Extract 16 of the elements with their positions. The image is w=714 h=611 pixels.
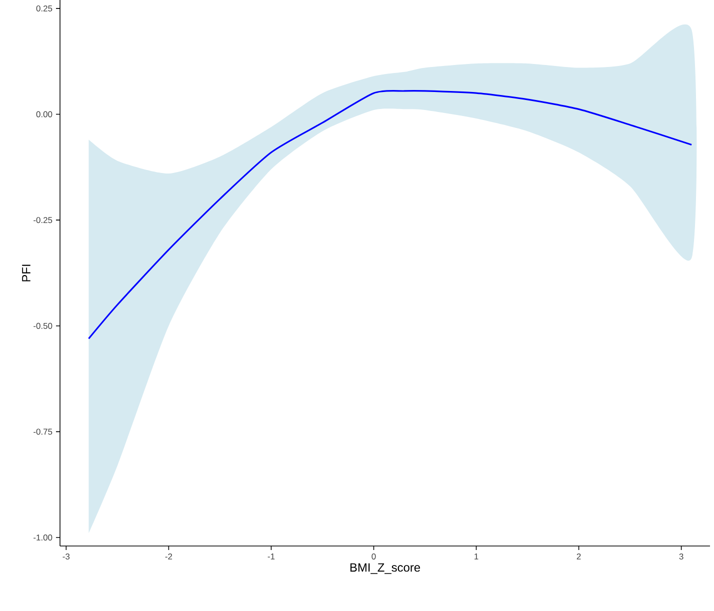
x-tick-label: 1: [474, 554, 478, 560]
y-tick-label: -1.00: [34, 534, 52, 541]
y-tick-label: -0.50: [34, 322, 52, 329]
x-tick-label: 2: [576, 554, 581, 560]
x-tick-label: 3: [679, 554, 684, 560]
x-tick-label: -3: [62, 554, 70, 560]
x-axis-title: BMI_Z_score: [350, 563, 420, 574]
x-tick-label: -2: [165, 554, 172, 560]
x-tick-label: -1: [268, 554, 275, 560]
y-tick-label: -0.25: [34, 217, 52, 224]
y-axis-title: PFI: [22, 264, 30, 282]
x-tick-label: 0: [372, 554, 376, 560]
y-tick-label: 0.00: [36, 111, 52, 118]
line-series: [88, 90, 692, 340]
y-tick-label: 0.25: [36, 5, 52, 12]
y-tick-label: -0.75: [34, 428, 52, 435]
